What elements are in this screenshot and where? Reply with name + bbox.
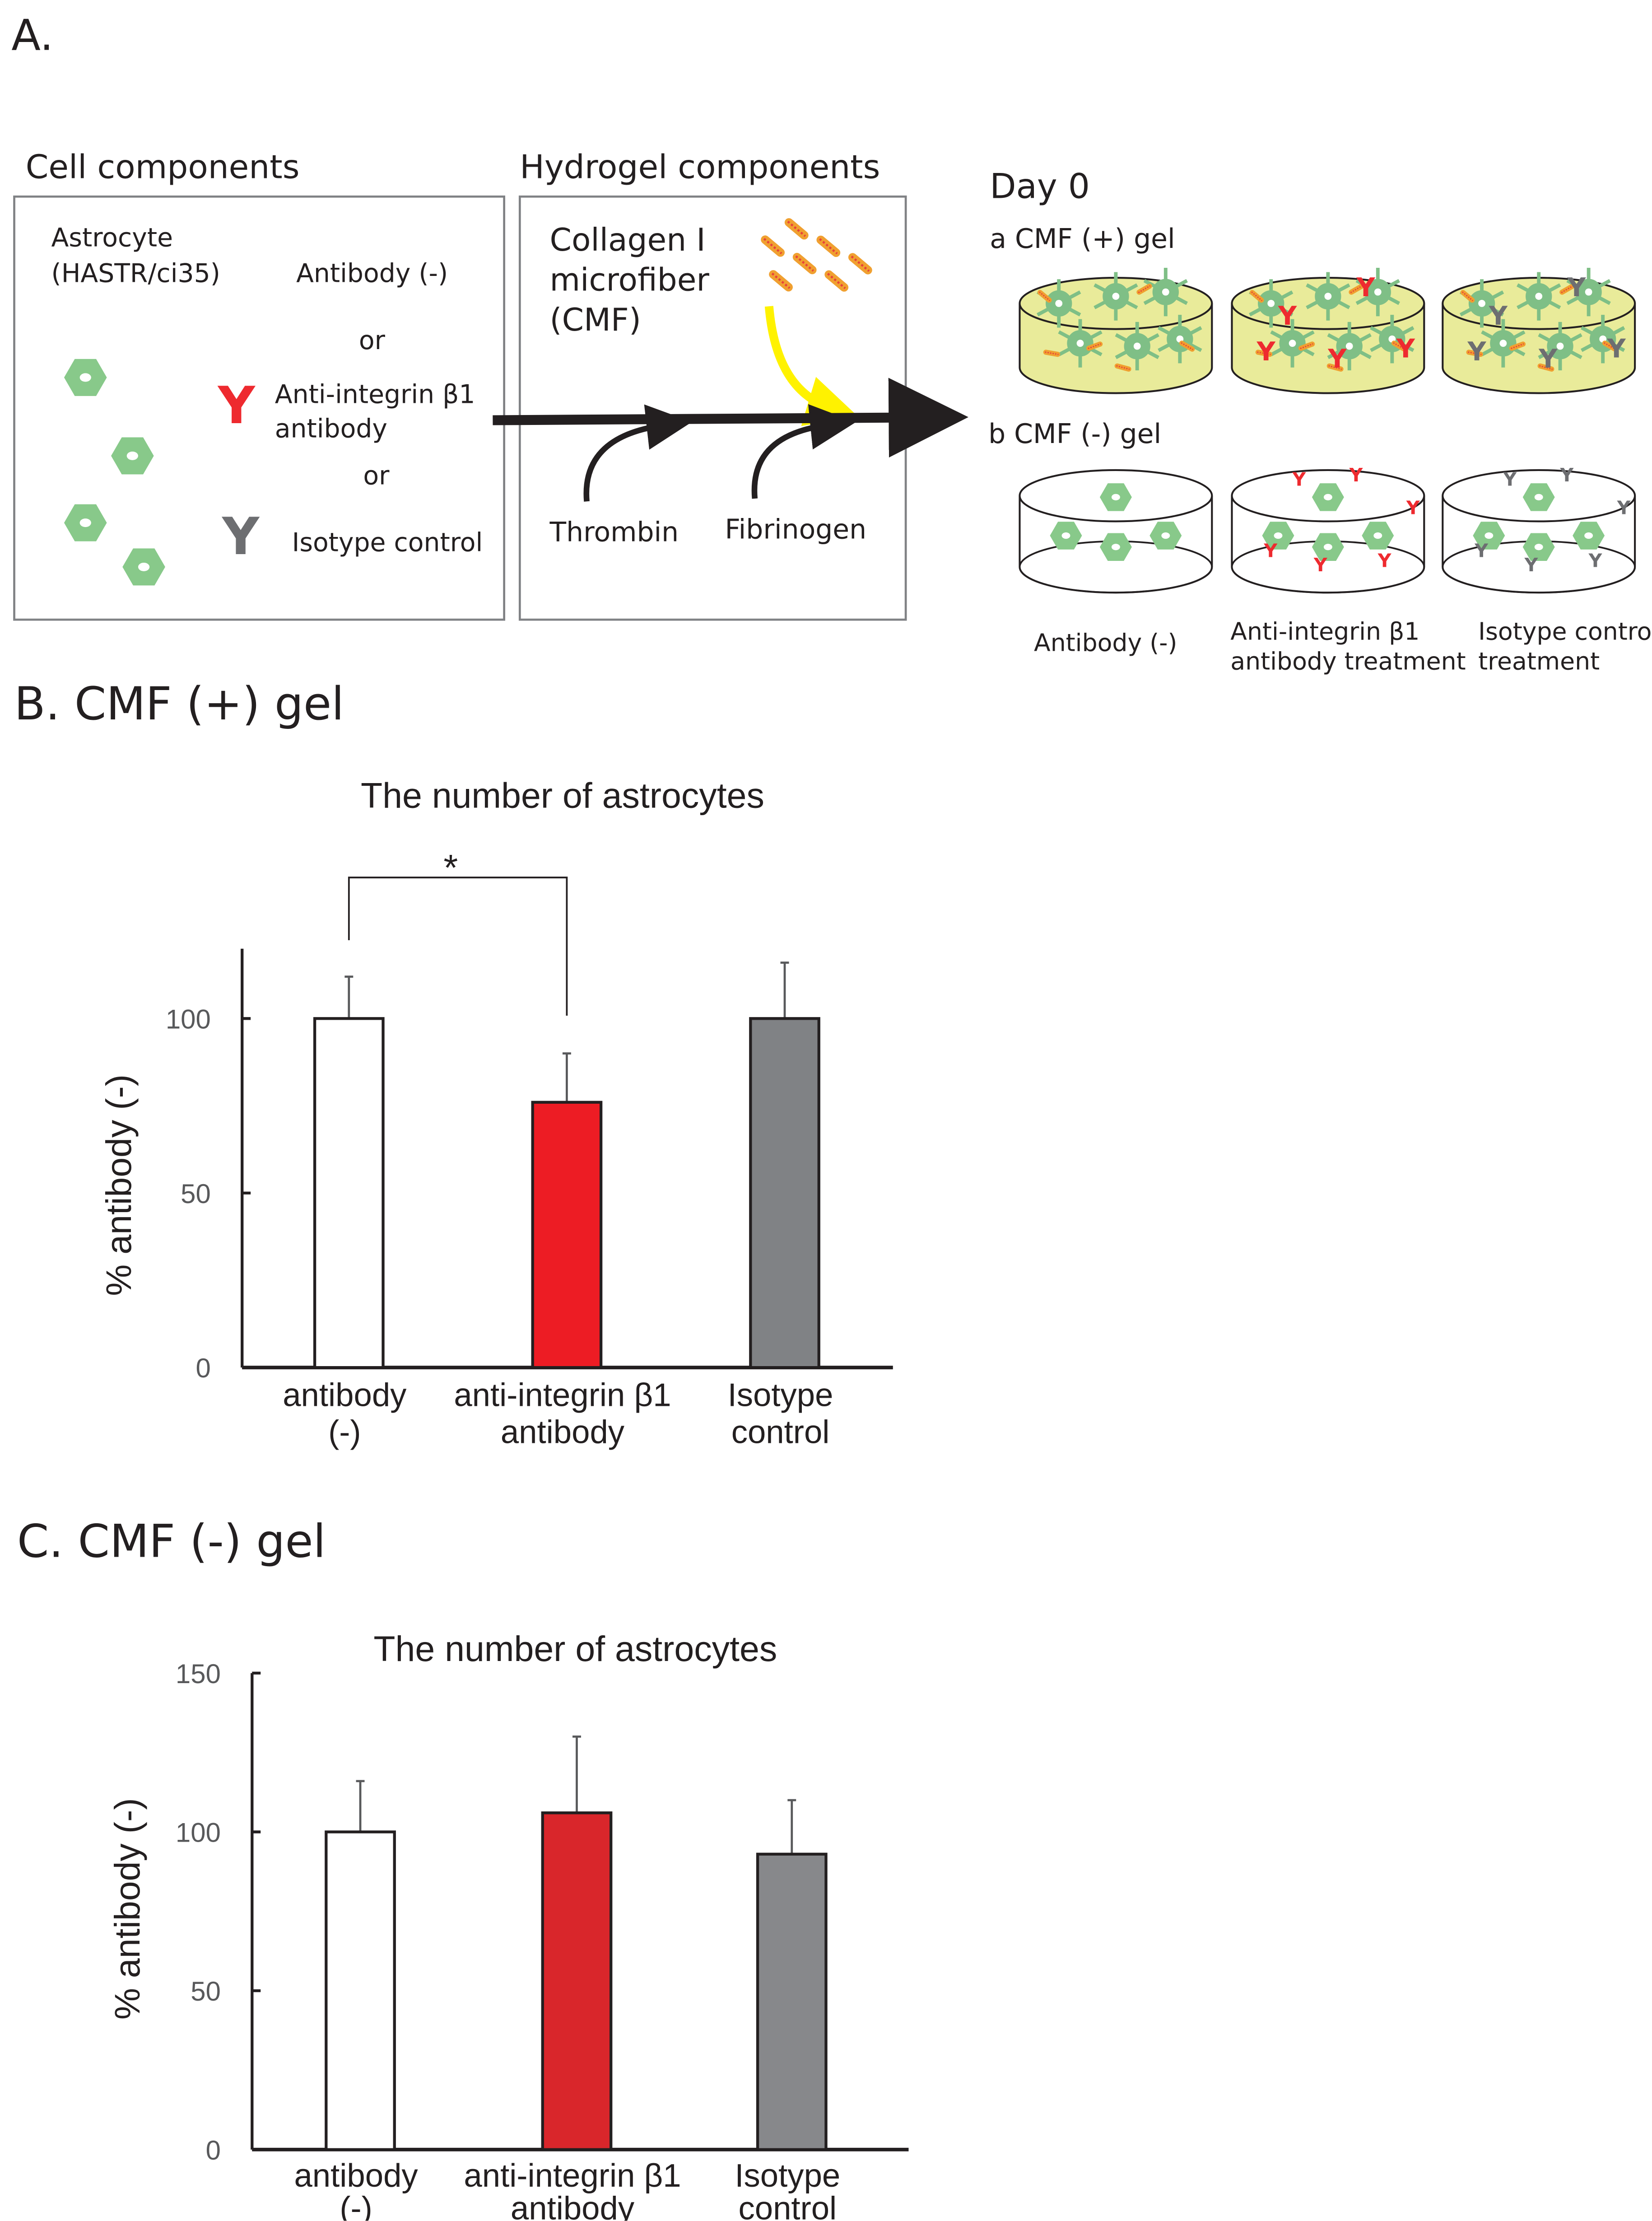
anti-integrin-icon: Y: [1377, 550, 1392, 571]
cmf-minus-gel-label: b CMF (-) gel: [988, 418, 1161, 450]
astrocyte-line-label: (HASTR/ci35): [51, 259, 220, 289]
bar: [541, 1811, 613, 2151]
caption-anti-integrin-2: antibody treatment: [1230, 647, 1466, 676]
isotype-icon: Y: [1503, 469, 1517, 490]
significance-asterisk: *: [443, 847, 458, 888]
fibrinogen-label: Fibrinogen: [725, 513, 867, 545]
bar: [531, 1101, 603, 1369]
anti-integrin-label-2: antibody: [275, 414, 387, 443]
isotype-icon: Y: [1560, 464, 1574, 486]
chart-title: The number of astrocytes: [361, 775, 764, 815]
x-tick-label: antibody: [294, 2157, 418, 2194]
x-tick-label: antibody: [511, 2190, 635, 2221]
astrocyte-cells-icon: [64, 359, 165, 586]
astrocyte-label: Astrocyte: [51, 223, 173, 253]
anti-integrin-icon: Y: [1256, 337, 1276, 367]
y-tick-label: 50: [181, 1179, 211, 1209]
hydrogel-components-heading: Hydrogel components: [520, 148, 880, 186]
panel-c-label: C. CMF (-) gel: [17, 1515, 326, 1568]
or-label: or: [359, 326, 386, 355]
bar: [313, 1017, 385, 1369]
x-tick-label: antibody: [501, 1414, 625, 1450]
yellow-arrow-icon: [764, 306, 858, 426]
significance-bracket: [348, 877, 568, 1016]
panel-b-label: B. CMF (+) gel: [14, 677, 344, 730]
or-label-2: or: [363, 461, 390, 490]
anti-integrin-icon: Y: [1327, 344, 1347, 374]
y-tick-label: 0: [196, 1353, 211, 1383]
isotype-icon: Y: [1524, 554, 1539, 576]
caption-anti-integrin: Anti-integrin β1: [1230, 617, 1419, 645]
anti-integrin-icon: Y: [217, 376, 256, 435]
process-arrow-icon: [493, 378, 968, 458]
thrombin-arrow-icon: [583, 404, 692, 502]
isotype-icon: Y: [1474, 540, 1489, 561]
bar: [749, 1017, 820, 1369]
x-tick-label: anti-integrin β1: [454, 1376, 671, 1413]
isotype-icon: Y: [1489, 301, 1508, 331]
anti-integrin-icon: Y: [1406, 497, 1420, 519]
anti-integrin-icon: Y: [1263, 540, 1278, 561]
isotype-icon: Y: [1567, 273, 1586, 303]
caption-antibody-neg: Antibody (-): [1034, 629, 1177, 657]
day0-heading: Day 0: [990, 166, 1090, 206]
cmf-label: Collagen I: [550, 222, 706, 258]
cmf-plus-gel-dish-icon: [1019, 268, 1213, 394]
isotype-label: Isotype control: [292, 528, 483, 558]
caption-isotype: Isotype control: [1478, 617, 1652, 645]
bar: [325, 1830, 396, 2151]
bar: [756, 1852, 828, 2151]
y-axis-label: % antibody (-): [107, 1798, 147, 2020]
x-tick-label: Isotype: [735, 2157, 840, 2194]
anti-integrin-icon: Y: [1292, 469, 1307, 490]
x-tick-label: control: [731, 1414, 830, 1450]
anti-integrin-icon: Y: [1313, 554, 1328, 576]
x-tick-label: Isotype: [728, 1376, 833, 1413]
cell-components-heading: Cell components: [26, 148, 300, 186]
cmf-plus-gel-label: a CMF (+) gel: [990, 223, 1175, 255]
y-tick-label: 100: [166, 1004, 211, 1034]
hydrogel-components-box: [518, 195, 907, 621]
x-tick-label: control: [738, 2190, 837, 2221]
panel-a-label: A.: [11, 10, 53, 60]
anti-integrin-label: Anti-integrin β1: [275, 380, 475, 410]
anti-integrin-icon: Y: [1278, 301, 1297, 331]
cell-components-box: [13, 195, 505, 621]
isotype-icon: Y: [221, 507, 260, 566]
x-tick-label: (-): [328, 1414, 361, 1450]
caption-isotype-2: treatment: [1478, 647, 1600, 676]
antibody-neg-label: Antibody (-): [296, 259, 448, 289]
isotype-icon: Y: [1467, 337, 1487, 367]
cmf-minus-gel-dish-icon: [1019, 469, 1213, 594]
cmf-minus-gel-dish-icon: Y Y Y Y Y Y: [1442, 464, 1636, 594]
y-tick-label: 50: [191, 1976, 221, 2006]
y-axis-label: % antibody (-): [99, 1074, 139, 1296]
isotype-icon: Y: [1538, 344, 1558, 374]
y-tick-label: 100: [176, 1818, 221, 1848]
isotype-icon: Y: [1588, 550, 1603, 571]
anti-integrin-icon: Y: [1356, 273, 1375, 303]
cmf-plus-gel-dish-icon: YYY YY: [1442, 268, 1636, 394]
anti-integrin-icon: Y: [1396, 334, 1415, 364]
thrombin-label: Thrombin: [549, 517, 679, 548]
x-tick-label: (-): [340, 2190, 372, 2221]
x-tick-label: anti-integrin β1: [464, 2157, 681, 2194]
x-tick-label: antibody: [283, 1376, 407, 1413]
cmf-minus-gel-dish-icon: Y Y Y Y Y Y: [1231, 464, 1425, 594]
y-tick-label: 0: [206, 2135, 221, 2165]
fibrinogen-arrow-icon: [751, 404, 856, 499]
cmf-plus-gel-dish-icon: YYY YY: [1231, 268, 1425, 394]
anti-integrin-icon: Y: [1349, 464, 1363, 486]
chart-title: The number of astrocytes: [373, 1629, 777, 1669]
isotype-icon: Y: [1607, 334, 1626, 364]
chart-b: The number of astrocytes % antibody (-) 0 5…: [99, 775, 893, 1450]
collagen-fibers-icon: [745, 201, 874, 325]
isotype-icon: Y: [1617, 497, 1631, 519]
chart-c: The number of astrocytes % antibody (-) 0 5…: [107, 1629, 909, 2221]
cmf-label-3: (CMF): [550, 302, 641, 338]
cmf-label-2: microfiber: [550, 262, 710, 298]
y-tick-label: 150: [176, 1659, 221, 1689]
